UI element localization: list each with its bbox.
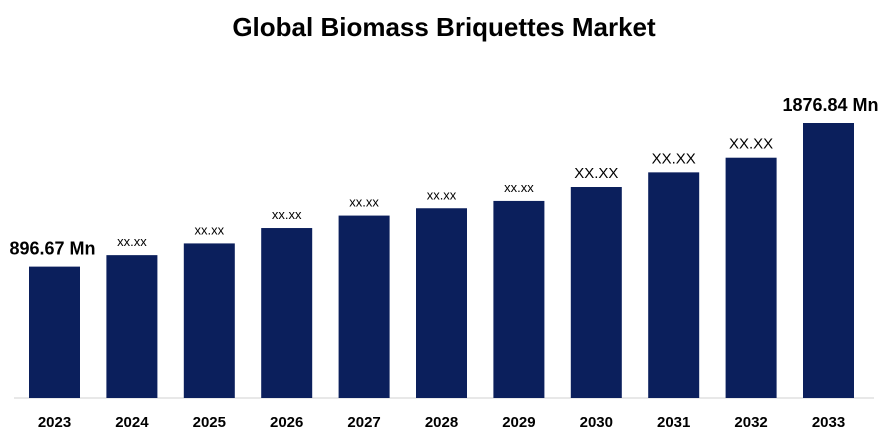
bar-2027 xyxy=(338,215,390,398)
x-tick-label: 2030 xyxy=(580,414,613,431)
data-label: xx.xx xyxy=(272,207,302,222)
data-label: XX.XX xyxy=(729,136,773,153)
data-label: xx.xx xyxy=(117,234,147,249)
data-label: XX.XX xyxy=(652,150,696,167)
x-tick-label: 2025 xyxy=(193,414,226,431)
x-tick-label: 2029 xyxy=(502,414,535,431)
bar-2024 xyxy=(106,255,158,398)
bar-2031 xyxy=(648,172,700,398)
bar-2033 xyxy=(803,123,854,398)
data-label: XX.XX xyxy=(574,165,618,182)
x-tick-label: 2028 xyxy=(425,414,458,431)
bar-2025 xyxy=(183,243,235,398)
x-tick-label: 2027 xyxy=(347,414,380,431)
x-tick-label: 2031 xyxy=(657,414,690,431)
x-tick-label: 2023 xyxy=(38,414,71,431)
bar-2029 xyxy=(493,200,545,398)
data-label: 1876.84 Mn xyxy=(782,95,878,115)
bar-2023 xyxy=(29,266,80,398)
data-label: 896.67 Mn xyxy=(9,239,95,259)
x-tick-label: 2026 xyxy=(270,414,303,431)
data-label: xx.xx xyxy=(349,195,379,210)
x-tick-label: 2024 xyxy=(115,414,149,431)
bar-2030 xyxy=(570,187,622,398)
x-tick-label: 2033 xyxy=(812,414,845,431)
bar-2026 xyxy=(261,228,313,398)
bar-2028 xyxy=(416,208,467,398)
bar-2032 xyxy=(725,157,777,398)
x-tick-label: 2032 xyxy=(734,414,767,431)
data-label: xx.xx xyxy=(427,187,457,202)
data-label: xx.xx xyxy=(504,180,534,195)
data-label: xx.xx xyxy=(194,222,224,237)
chart-title: Global Biomass Briquettes Market xyxy=(232,12,656,42)
